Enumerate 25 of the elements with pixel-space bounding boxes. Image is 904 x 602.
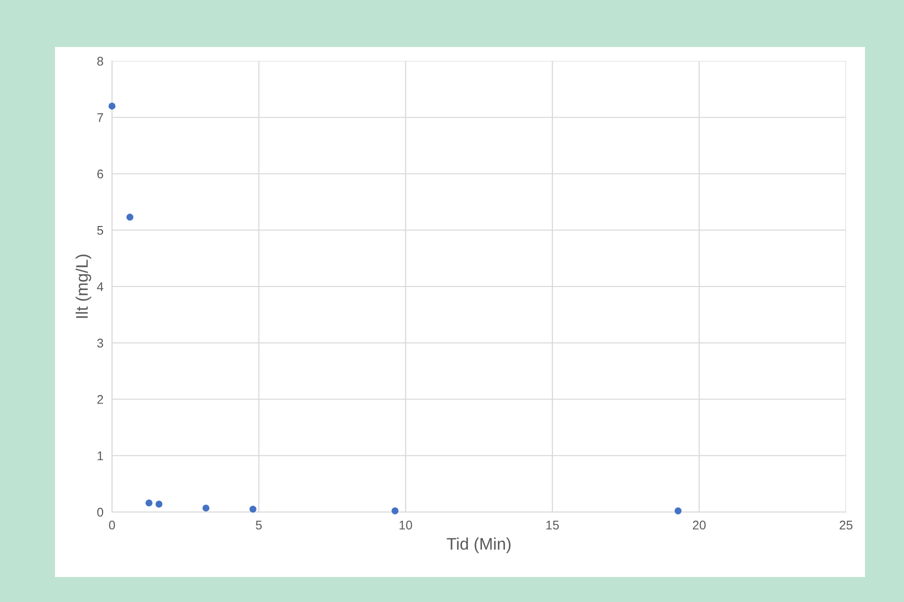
x-axis-title: Tid (Min) <box>446 538 511 554</box>
y-tick-label: 7 <box>97 113 104 122</box>
point <box>674 507 682 514</box>
y-axis-title: Ilt (mg/L) <box>76 254 92 318</box>
y-tick-label: 2 <box>97 395 104 404</box>
x-tick-label: 10 <box>400 520 412 530</box>
y-tick-label: 5 <box>97 226 104 235</box>
y-tick-label: 4 <box>97 282 104 292</box>
y-tick-label: 3 <box>97 338 104 348</box>
x-tick-label: 25 <box>840 520 852 530</box>
x-tick-label: 15 <box>546 520 559 530</box>
x-tick-label: 5 <box>256 520 262 530</box>
point <box>202 504 210 512</box>
point <box>126 214 134 221</box>
point <box>392 507 399 514</box>
y-tick-label: 6 <box>97 170 104 178</box>
point <box>156 500 162 508</box>
y-tick-label: 0 <box>97 508 104 517</box>
x-tick-label: 0 <box>109 520 115 530</box>
y-tick-label: 1 <box>98 452 104 460</box>
x-tick-label: 20 <box>692 520 706 530</box>
point <box>146 500 152 506</box>
point <box>249 506 256 513</box>
y-tick-label: 8 <box>97 56 104 66</box>
point <box>108 102 116 110</box>
